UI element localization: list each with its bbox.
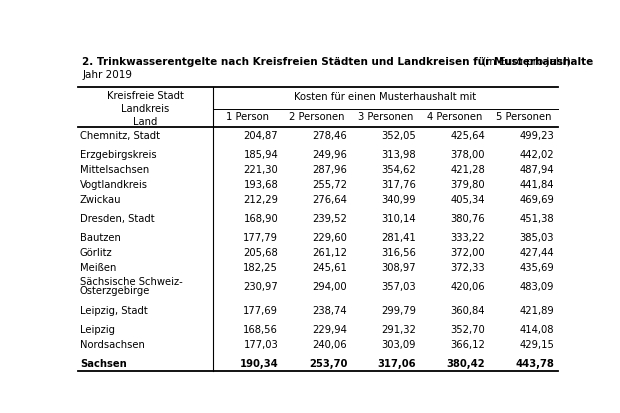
- Text: 429,15: 429,15: [520, 339, 554, 349]
- Text: 204,87: 204,87: [244, 130, 278, 140]
- Text: 276,64: 276,64: [312, 194, 347, 204]
- Text: 238,74: 238,74: [312, 305, 347, 315]
- Text: 380,76: 380,76: [451, 213, 485, 223]
- Text: 240,06: 240,06: [312, 339, 347, 349]
- Text: 414,08: 414,08: [520, 324, 554, 334]
- Text: Leipzig, Stadt: Leipzig, Stadt: [80, 305, 148, 315]
- Text: Sachsen: Sachsen: [80, 358, 126, 368]
- Text: 229,94: 229,94: [312, 324, 347, 334]
- Text: 3 Personen: 3 Personen: [358, 111, 413, 121]
- Text: 421,89: 421,89: [520, 305, 554, 315]
- Text: Bautzen: Bautzen: [80, 233, 121, 242]
- Text: 380,42: 380,42: [446, 358, 485, 368]
- Text: Mittelsachsen: Mittelsachsen: [80, 164, 149, 174]
- Text: Jahr 2019: Jahr 2019: [82, 70, 132, 80]
- Text: 177,69: 177,69: [243, 305, 278, 315]
- Text: Dresden, Stadt: Dresden, Stadt: [80, 213, 154, 223]
- Text: 1 Person: 1 Person: [226, 111, 269, 121]
- Text: 385,03: 385,03: [520, 233, 554, 242]
- Text: 435,69: 435,69: [520, 262, 554, 272]
- Text: 316,56: 316,56: [381, 247, 416, 257]
- Text: 168,56: 168,56: [243, 324, 278, 334]
- Text: Chemnitz, Stadt: Chemnitz, Stadt: [80, 130, 160, 140]
- Text: 245,61: 245,61: [312, 262, 347, 272]
- Text: 378,00: 378,00: [451, 150, 485, 159]
- Text: 357,03: 357,03: [381, 282, 416, 292]
- Text: 212,29: 212,29: [243, 194, 278, 204]
- Text: 185,94: 185,94: [244, 150, 278, 159]
- Text: 483,09: 483,09: [520, 282, 554, 292]
- Text: 469,69: 469,69: [520, 194, 554, 204]
- Text: 229,60: 229,60: [312, 233, 347, 242]
- Text: 308,97: 308,97: [381, 262, 416, 272]
- Text: Erzgebirgskreis: Erzgebirgskreis: [80, 150, 156, 159]
- Text: 168,90: 168,90: [244, 213, 278, 223]
- Text: Zwickau: Zwickau: [80, 194, 122, 204]
- Text: Leipzig: Leipzig: [80, 324, 115, 334]
- Text: Meißen: Meißen: [80, 262, 117, 272]
- Text: 352,70: 352,70: [450, 324, 485, 334]
- Text: 360,84: 360,84: [451, 305, 485, 315]
- Text: 354,62: 354,62: [381, 164, 416, 174]
- Text: 352,05: 352,05: [381, 130, 416, 140]
- Text: 255,72: 255,72: [312, 179, 347, 189]
- Text: 303,09: 303,09: [382, 339, 416, 349]
- Text: Nordsachsen: Nordsachsen: [80, 339, 145, 349]
- Text: 253,70: 253,70: [309, 358, 347, 368]
- Text: 221,30: 221,30: [244, 164, 278, 174]
- Text: 421,28: 421,28: [450, 164, 485, 174]
- Text: 427,44: 427,44: [520, 247, 554, 257]
- Text: 294,00: 294,00: [312, 282, 347, 292]
- Text: 278,46: 278,46: [312, 130, 347, 140]
- Text: Görlitz: Görlitz: [80, 247, 112, 257]
- Text: 441,84: 441,84: [520, 179, 554, 189]
- Text: 299,79: 299,79: [381, 305, 416, 315]
- Text: 317,06: 317,06: [378, 358, 416, 368]
- Text: 340,99: 340,99: [381, 194, 416, 204]
- Text: 2. Trinkwasserentgelte nach Kreisfreien Städten und Landkreisen für Musterhausha: 2. Trinkwasserentgelte nach Kreisfreien …: [82, 57, 593, 66]
- Text: Osterzgebirge: Osterzgebirge: [80, 285, 150, 295]
- Text: 442,02: 442,02: [520, 150, 554, 159]
- Text: 310,14: 310,14: [381, 213, 416, 223]
- Text: 261,12: 261,12: [312, 247, 347, 257]
- Text: 333,22: 333,22: [451, 233, 485, 242]
- Text: 249,96: 249,96: [312, 150, 347, 159]
- Text: 4 Personen: 4 Personen: [427, 111, 482, 121]
- Text: 205,68: 205,68: [244, 247, 278, 257]
- Text: 182,25: 182,25: [243, 262, 278, 272]
- Text: 451,38: 451,38: [520, 213, 554, 223]
- Text: Kosten für einen Musterhaushalt mit: Kosten für einen Musterhaushalt mit: [294, 92, 477, 102]
- Text: 239,52: 239,52: [312, 213, 347, 223]
- Text: 487,94: 487,94: [520, 164, 554, 174]
- Text: 372,00: 372,00: [451, 247, 485, 257]
- Text: (in Euro pro Jahr): (in Euro pro Jahr): [479, 57, 570, 66]
- Text: 425,64: 425,64: [450, 130, 485, 140]
- Text: 193,68: 193,68: [244, 179, 278, 189]
- Text: 190,34: 190,34: [239, 358, 278, 368]
- Text: 177,03: 177,03: [244, 339, 278, 349]
- Text: 313,98: 313,98: [381, 150, 416, 159]
- Text: 405,34: 405,34: [451, 194, 485, 204]
- Text: 5 Personen: 5 Personen: [496, 111, 551, 121]
- Text: Vogtlandkreis: Vogtlandkreis: [80, 179, 148, 189]
- Text: 2 Personen: 2 Personen: [289, 111, 344, 121]
- Text: 443,78: 443,78: [515, 358, 554, 368]
- Text: 379,80: 379,80: [451, 179, 485, 189]
- Text: 281,41: 281,41: [381, 233, 416, 242]
- Text: 317,76: 317,76: [381, 179, 416, 189]
- Text: 372,33: 372,33: [451, 262, 485, 272]
- Text: 499,23: 499,23: [520, 130, 554, 140]
- Text: Land: Land: [133, 116, 157, 126]
- Text: Sächsische Schweiz-: Sächsische Schweiz-: [80, 276, 183, 286]
- Text: Landkreis: Landkreis: [121, 104, 169, 114]
- Text: 177,79: 177,79: [243, 233, 278, 242]
- Text: 420,06: 420,06: [451, 282, 485, 292]
- Text: Kreisfreie Stadt: Kreisfreie Stadt: [107, 91, 184, 101]
- Text: 366,12: 366,12: [450, 339, 485, 349]
- Text: 230,97: 230,97: [244, 282, 278, 292]
- Text: 291,32: 291,32: [381, 324, 416, 334]
- Text: 287,96: 287,96: [312, 164, 347, 174]
